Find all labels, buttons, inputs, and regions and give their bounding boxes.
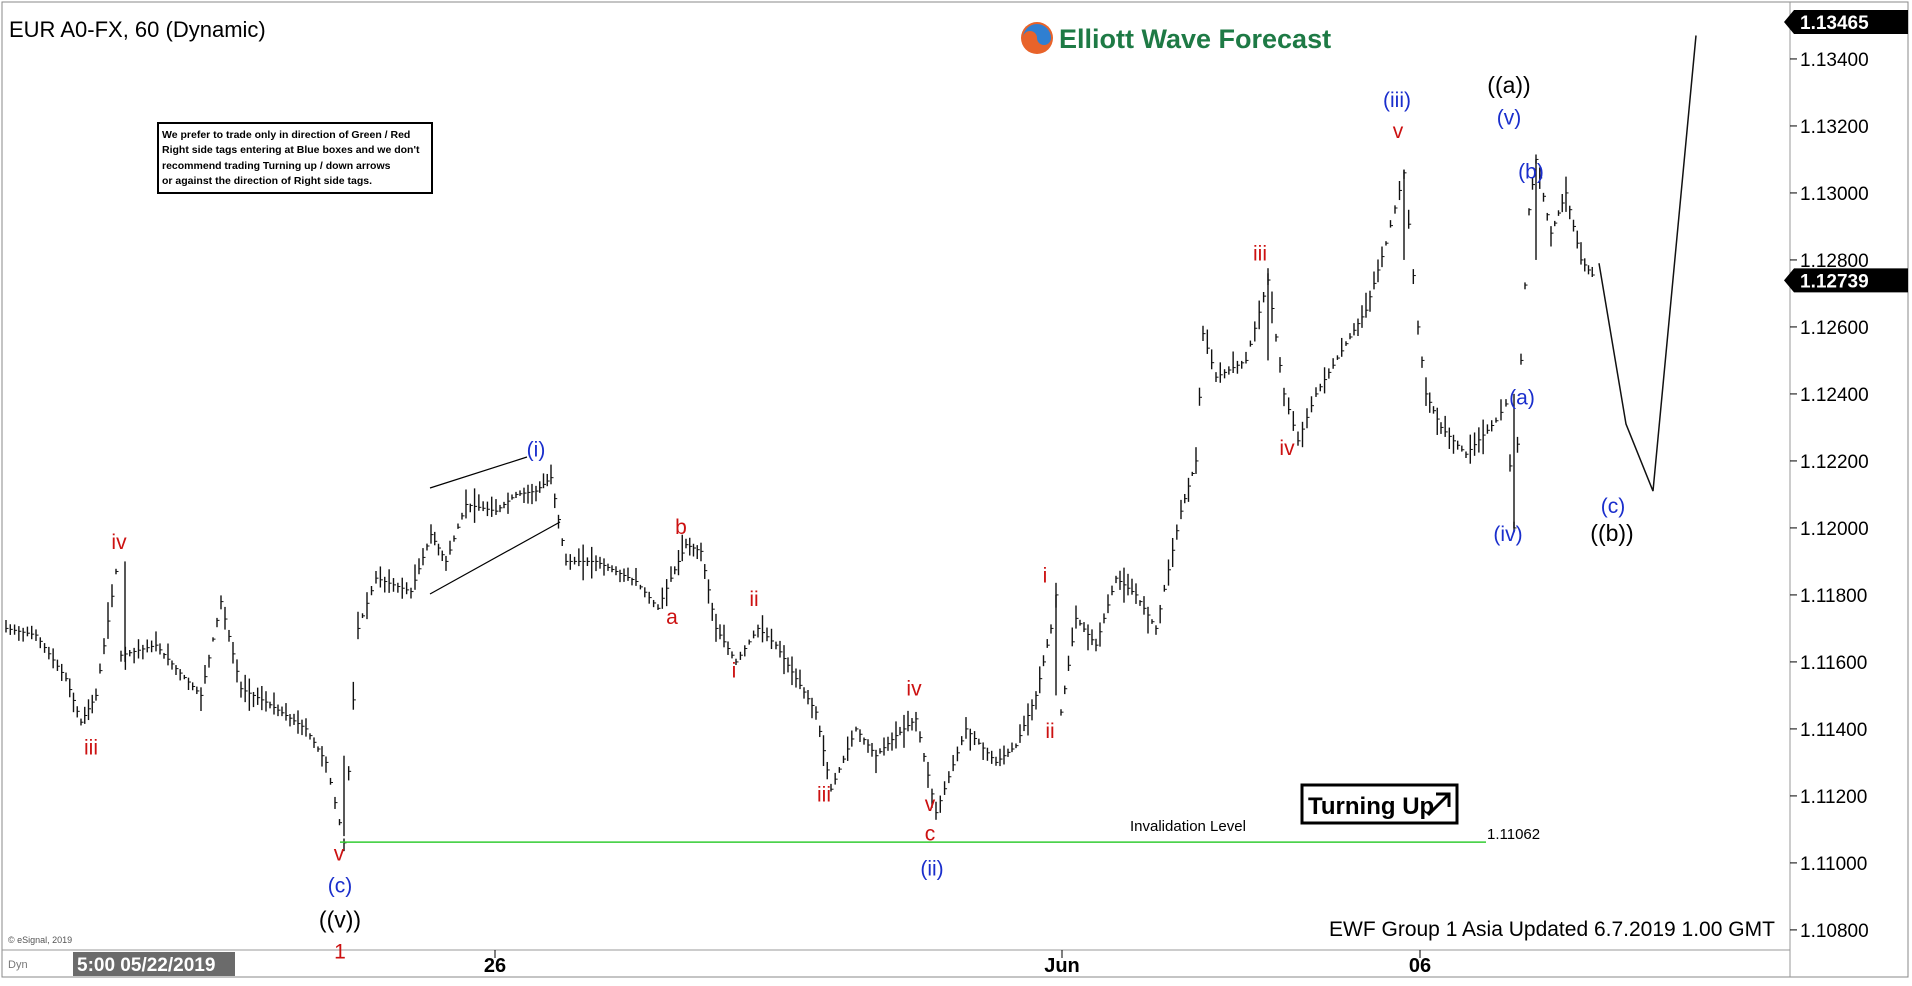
- wave-label: ii: [749, 588, 758, 611]
- wave-label: i: [732, 659, 737, 682]
- cursor-time: 5:00 05/22/2019: [77, 955, 215, 976]
- arrow-up-right-icon: [1426, 792, 1451, 817]
- wave-label: 1: [334, 941, 346, 964]
- wave-label: (c): [328, 874, 353, 897]
- wave-label: (ii): [920, 857, 943, 880]
- wave-label: iv: [111, 531, 127, 554]
- y-tick-label: 1.11800: [1800, 586, 1867, 607]
- y-tick-label: 1.12600: [1800, 318, 1869, 339]
- y-tick-label: 1.13200: [1800, 117, 1869, 138]
- wave-label: c: [925, 822, 936, 845]
- y-tick-label: 1.12800: [1800, 251, 1869, 272]
- esignal-credit: © eSignal, 2019: [8, 935, 72, 945]
- y-tick-label: 1.13000: [1800, 184, 1869, 205]
- projection-line: [1598, 35, 1697, 492]
- y-tick-label: 1.12000: [1800, 519, 1869, 540]
- y-tick-label: 1.11600: [1800, 653, 1867, 674]
- wave-label: iv: [906, 678, 922, 701]
- disclaimer-line-3: recommend trading Turning up / down arro…: [162, 160, 391, 172]
- y-tick-label: 1.12400: [1800, 385, 1869, 406]
- x-tick-label: 06: [1409, 955, 1431, 977]
- y-tick-label: 1.11000: [1800, 854, 1867, 875]
- y-tick-label: 1.11200: [1800, 787, 1867, 808]
- last-price-bg: [1794, 268, 1908, 293]
- y-tick-label: 1.13400: [1800, 50, 1869, 71]
- wave-label: (iv): [1493, 523, 1522, 546]
- wave-label: ((v)): [319, 907, 361, 933]
- turning-up-frame: [1300, 783, 1459, 825]
- last-price-box: 1.12739: [1784, 268, 1908, 293]
- cursor-time-bg: [73, 952, 235, 976]
- wave-label: (a): [1509, 386, 1535, 409]
- logo-swirl-icon: [1023, 24, 1051, 45]
- disclaimer-box: We prefer to trade only in direction of …: [157, 122, 433, 194]
- disclaimer-line-2: Right side tags entering at Blue boxes a…: [162, 144, 420, 156]
- y-tick-label: 1.10800: [1800, 921, 1869, 942]
- triangle-channel: [429, 456, 561, 595]
- channel-lower-line: [429, 521, 561, 595]
- y-tick-label: 1.12200: [1800, 452, 1869, 473]
- invalidation-label: Invalidation Level: [1130, 818, 1246, 835]
- disclaimer-line-4: or against the direction of Right side t…: [162, 175, 372, 187]
- price-axis: 1.13400 1.13200 1.13000 1.12800 1.12600 1.124…: [1790, 50, 1869, 942]
- projection-series: [1598, 35, 1697, 492]
- wave-label: (v): [1497, 107, 1522, 130]
- channel-upper-line: [429, 456, 528, 489]
- disclaimer-frame: [157, 122, 433, 194]
- wave-label: ii: [1045, 720, 1054, 743]
- brand-name: Elliott Wave Forecast: [1059, 24, 1331, 54]
- wave-label: (i): [527, 439, 546, 462]
- top-price-box: 1.13465: [1784, 10, 1908, 34]
- footer-update: EWF Group 1 Asia Updated 6.7.2019 1.00 G…: [1329, 918, 1775, 941]
- top-price-pointer: [1784, 10, 1794, 34]
- last-price-pointer: [1784, 268, 1794, 293]
- wave-label: v: [1393, 120, 1404, 143]
- top-price: 1.13465: [1800, 13, 1869, 34]
- wave-label: v: [925, 793, 936, 816]
- wave-label: iii: [84, 736, 98, 759]
- top-price-bg: [1794, 10, 1908, 34]
- wave-label: v: [334, 843, 345, 866]
- turning-up-text: Turning Up: [1308, 793, 1434, 820]
- price-series: [5, 154, 1595, 852]
- last-price: 1.12739: [1800, 271, 1869, 292]
- x-tick-label: Jun: [1044, 955, 1080, 977]
- wave-labels: iviiiv(c)((v))1(i)baiiiiiiivvc(ii)iiiiii…: [84, 72, 1634, 964]
- wave-label: i: [1043, 565, 1048, 588]
- y-tick-label: 1.11400: [1800, 720, 1867, 741]
- invalidation-group: Invalidation Level 1.11062: [340, 818, 1540, 843]
- wave-label: b: [675, 516, 687, 539]
- wave-label: iii: [1253, 242, 1267, 265]
- invalidation-value: 1.11062: [1487, 826, 1540, 843]
- wave-label: iv: [1279, 437, 1295, 460]
- wave-label: (iii): [1383, 89, 1411, 112]
- disclaimer-line-1: We prefer to trade only in direction of …: [162, 129, 410, 141]
- wave-label: ((a)): [1487, 72, 1530, 98]
- wave-label: iii: [817, 784, 831, 807]
- wave-label: (b): [1518, 161, 1544, 184]
- turning-up-badge: Turning Up: [1300, 783, 1459, 825]
- chart-title: EUR A0-FX, 60 (Dynamic): [9, 17, 266, 42]
- brand-logo: Elliott Wave Forecast: [1021, 22, 1331, 54]
- time-axis: 26 Jun 06: [484, 950, 1431, 977]
- dyn-label: Dyn: [8, 959, 28, 971]
- wave-label: ((b)): [1590, 520, 1633, 546]
- wave-label: a: [666, 606, 678, 629]
- wave-label: (c): [1601, 495, 1626, 518]
- x-tick-label: 26: [484, 955, 506, 977]
